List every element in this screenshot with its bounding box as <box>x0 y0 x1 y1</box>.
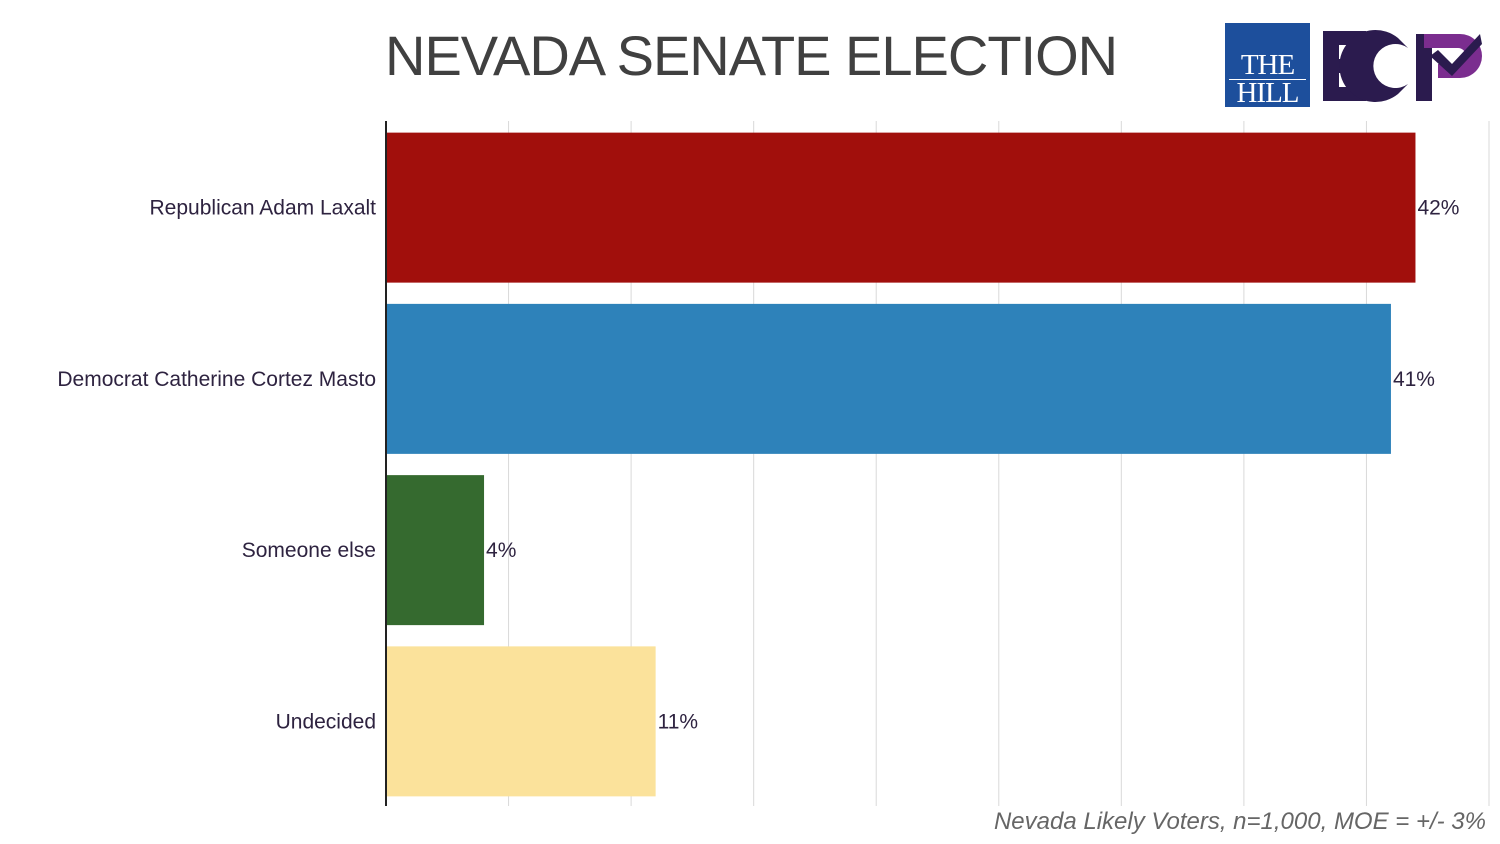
labels: Republican Adam Laxalt 42% Democrat Cather… <box>57 197 1459 734</box>
bars <box>386 132 1416 797</box>
bar-2 <box>386 303 1391 454</box>
value-label: 42% <box>1417 197 1459 220</box>
value-label: 4% <box>486 539 516 562</box>
category-label: Republican Adam Laxalt <box>150 197 377 220</box>
bar-4 <box>386 646 656 797</box>
chart-title: NEVADA SENATE ELECTION <box>385 24 1118 87</box>
value-label: 11% <box>658 710 698 733</box>
category-label: Democrat Catherine Cortez Masto <box>57 368 376 391</box>
the-hill-logo-line1: THE <box>1240 49 1295 81</box>
ecp-logo <box>1323 30 1482 103</box>
bar-3 <box>386 475 485 626</box>
bar-1 <box>386 132 1416 283</box>
category-label: Undecided <box>276 710 376 733</box>
the-hill-logo-line2: HILL <box>1229 79 1306 108</box>
the-hill-logo: THE HILL <box>1225 23 1310 108</box>
footnote: Nevada Likely Voters, n=1,000, MOE = +/-… <box>993 808 1486 835</box>
category-label: Someone else <box>242 539 376 562</box>
value-label: 41% <box>1393 368 1435 391</box>
